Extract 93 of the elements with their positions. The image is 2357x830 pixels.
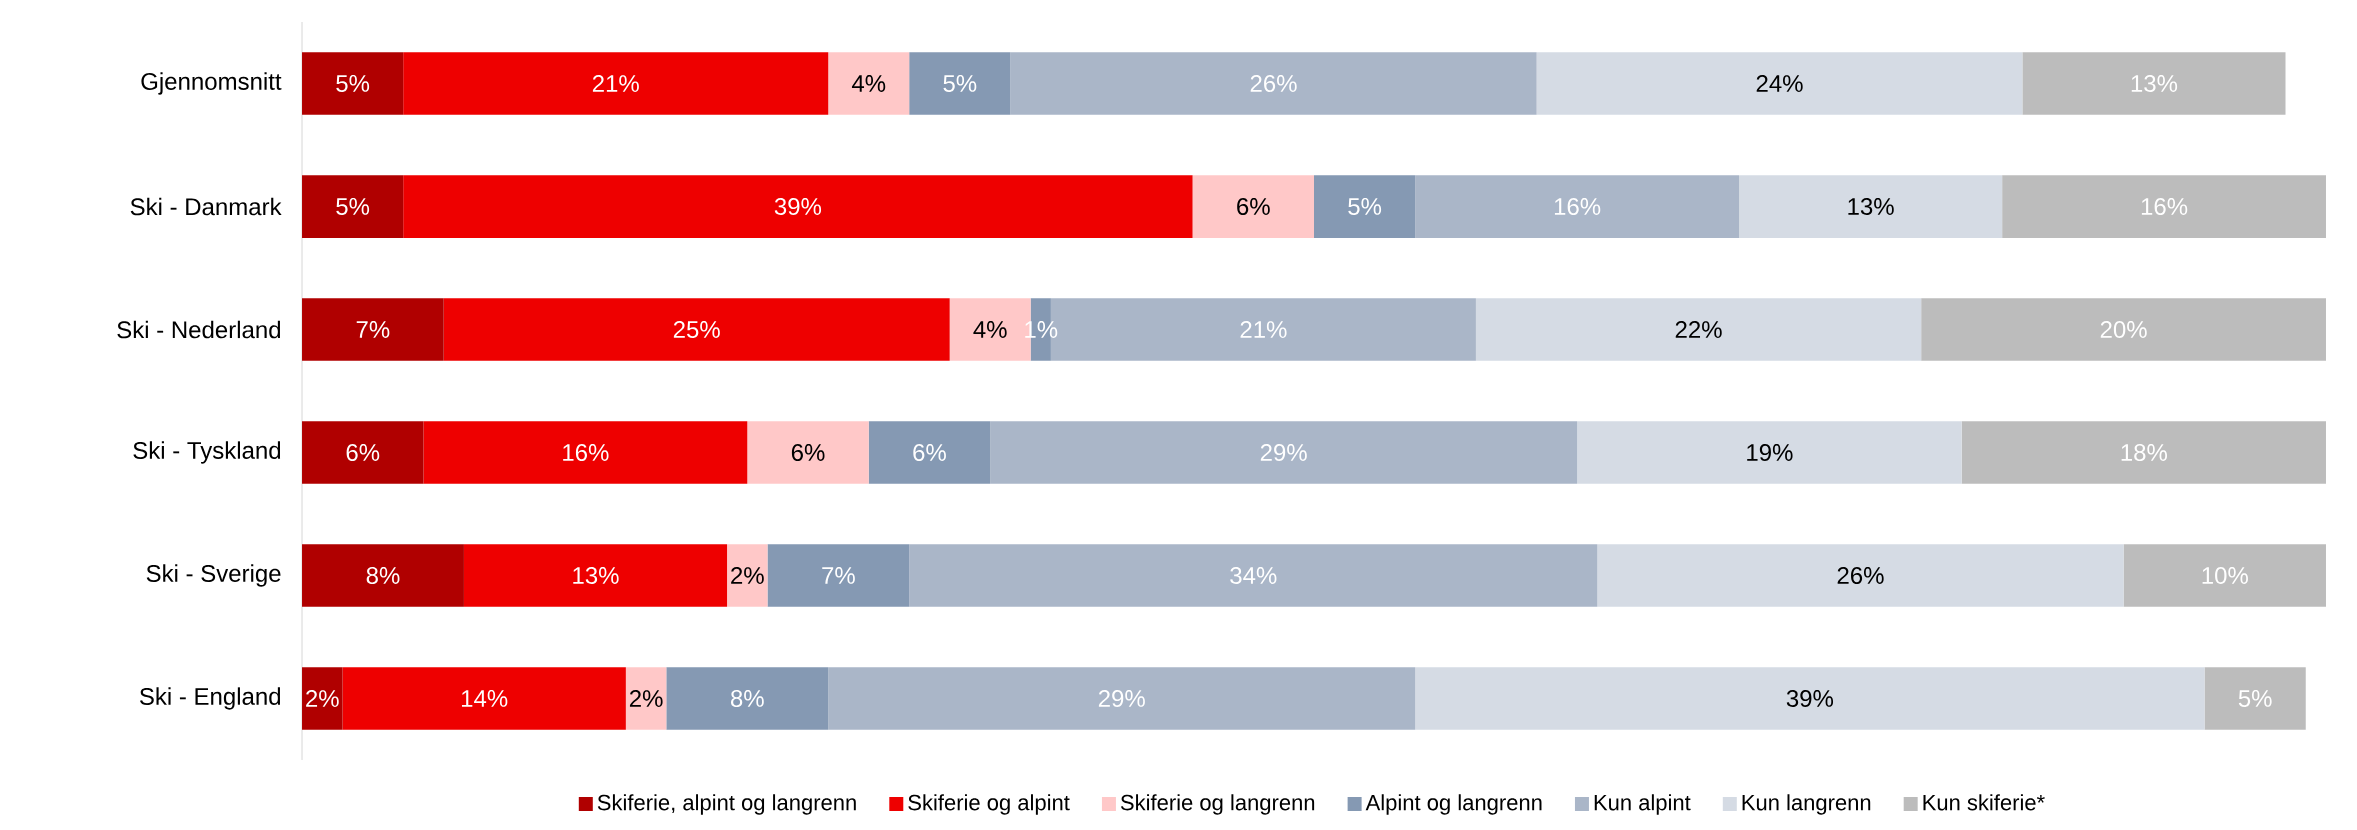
data-label: 6% (913, 444, 946, 461)
data-label: 14% (461, 690, 508, 707)
bar (302, 544, 464, 607)
legend-label: Kun skiferie* (1923, 794, 2045, 811)
bar (1577, 421, 1962, 484)
data-label: 29% (1098, 690, 1145, 707)
data-label: 19% (1747, 444, 1793, 461)
bar (1475, 298, 1922, 361)
bar (1415, 667, 2205, 730)
data-label: 13% (2131, 75, 2178, 92)
bar (302, 175, 404, 238)
bar (1192, 175, 1314, 238)
data-label: 16% (563, 444, 609, 461)
bar (868, 421, 991, 484)
bar (423, 421, 748, 484)
bar (1739, 175, 2003, 238)
bar (463, 544, 728, 607)
data-label: 21% (1240, 321, 1287, 338)
data-label: 8% (366, 567, 400, 584)
bar (1921, 298, 2326, 361)
bar (1961, 421, 2326, 484)
data-label: 26% (1250, 75, 1297, 92)
legend-label: Kun alpint (1594, 794, 1691, 815)
bar (342, 667, 626, 730)
data-label: 2% (731, 567, 764, 584)
data-label: 7% (356, 321, 390, 338)
bar (1536, 52, 2023, 115)
bar (727, 544, 768, 607)
data-label: 7% (822, 567, 855, 584)
bar (828, 667, 1416, 730)
bar (403, 52, 829, 115)
bar (443, 298, 950, 361)
data-label: 26% (1837, 567, 1884, 584)
legend-label: Skiferie og alpint (908, 794, 1070, 815)
data-label: 2% (306, 690, 339, 707)
data-label: 5% (943, 75, 977, 92)
data-label: 2% (629, 690, 663, 707)
bar (828, 52, 910, 115)
data-label: 10% (2202, 567, 2248, 584)
data-label: 6% (1237, 198, 1270, 215)
data-label: 39% (1786, 690, 1834, 707)
bar (2002, 175, 2326, 238)
bar (2204, 667, 2306, 730)
bar (1010, 52, 1537, 115)
bar (302, 52, 404, 115)
y-tick-label: Ski - Danmark (130, 197, 282, 216)
data-label: 13% (573, 567, 619, 584)
data-label: 25% (673, 321, 720, 338)
data-label: 8% (730, 690, 764, 707)
data-label: 34% (1230, 567, 1277, 584)
data-label: 6% (791, 444, 825, 461)
bar (2022, 52, 2286, 115)
data-label: 20% (2100, 321, 2147, 338)
data-label: 16% (1554, 198, 1601, 215)
data-label: 21% (592, 75, 639, 92)
data-label: 29% (1260, 444, 1307, 461)
legend-label: Alpint og langrenn (1365, 794, 1542, 815)
bar (1597, 544, 2124, 607)
bar (2123, 544, 2326, 607)
data-label: 13% (1848, 198, 1894, 215)
legend-label: Kun langrenn (1742, 794, 1871, 815)
data-label: 18% (2121, 444, 2167, 461)
bar (1415, 175, 1740, 238)
data-label: 5% (2238, 690, 2272, 707)
bar (909, 544, 1598, 607)
bar (625, 667, 667, 730)
y-tick-label: Ski - Nederland (117, 320, 281, 339)
data-label: 5% (336, 198, 370, 215)
bar (767, 544, 910, 607)
bar (909, 52, 1011, 115)
data-label: 39% (774, 198, 822, 215)
data-label: 24% (1756, 75, 1803, 92)
bar (666, 667, 829, 730)
data-label: 4% (851, 75, 886, 92)
data-label: 5% (1348, 198, 1382, 215)
bar (747, 421, 869, 484)
legend-label: Skiferie, alpint og langrenn (597, 794, 856, 815)
data-label: 5% (336, 75, 370, 92)
bar (302, 667, 343, 730)
data-label: 4% (973, 321, 1007, 338)
data-label: 16% (2141, 198, 2188, 215)
data-label: 22% (1675, 321, 1722, 338)
y-tick-label: Ski - England (139, 687, 281, 710)
bar (1314, 175, 1416, 238)
bar (302, 421, 424, 484)
data-label: 6% (346, 444, 380, 461)
legend-label: Skiferie og langrenn (1120, 794, 1315, 815)
bar (990, 421, 1578, 484)
bar (403, 175, 1193, 238)
y-tick-label: Ski - Tyskland (133, 441, 281, 464)
y-tick-label: Ski - Sverige (146, 564, 281, 587)
y-tick-label: Gjennomsnitt (141, 72, 282, 95)
bar (302, 298, 444, 361)
